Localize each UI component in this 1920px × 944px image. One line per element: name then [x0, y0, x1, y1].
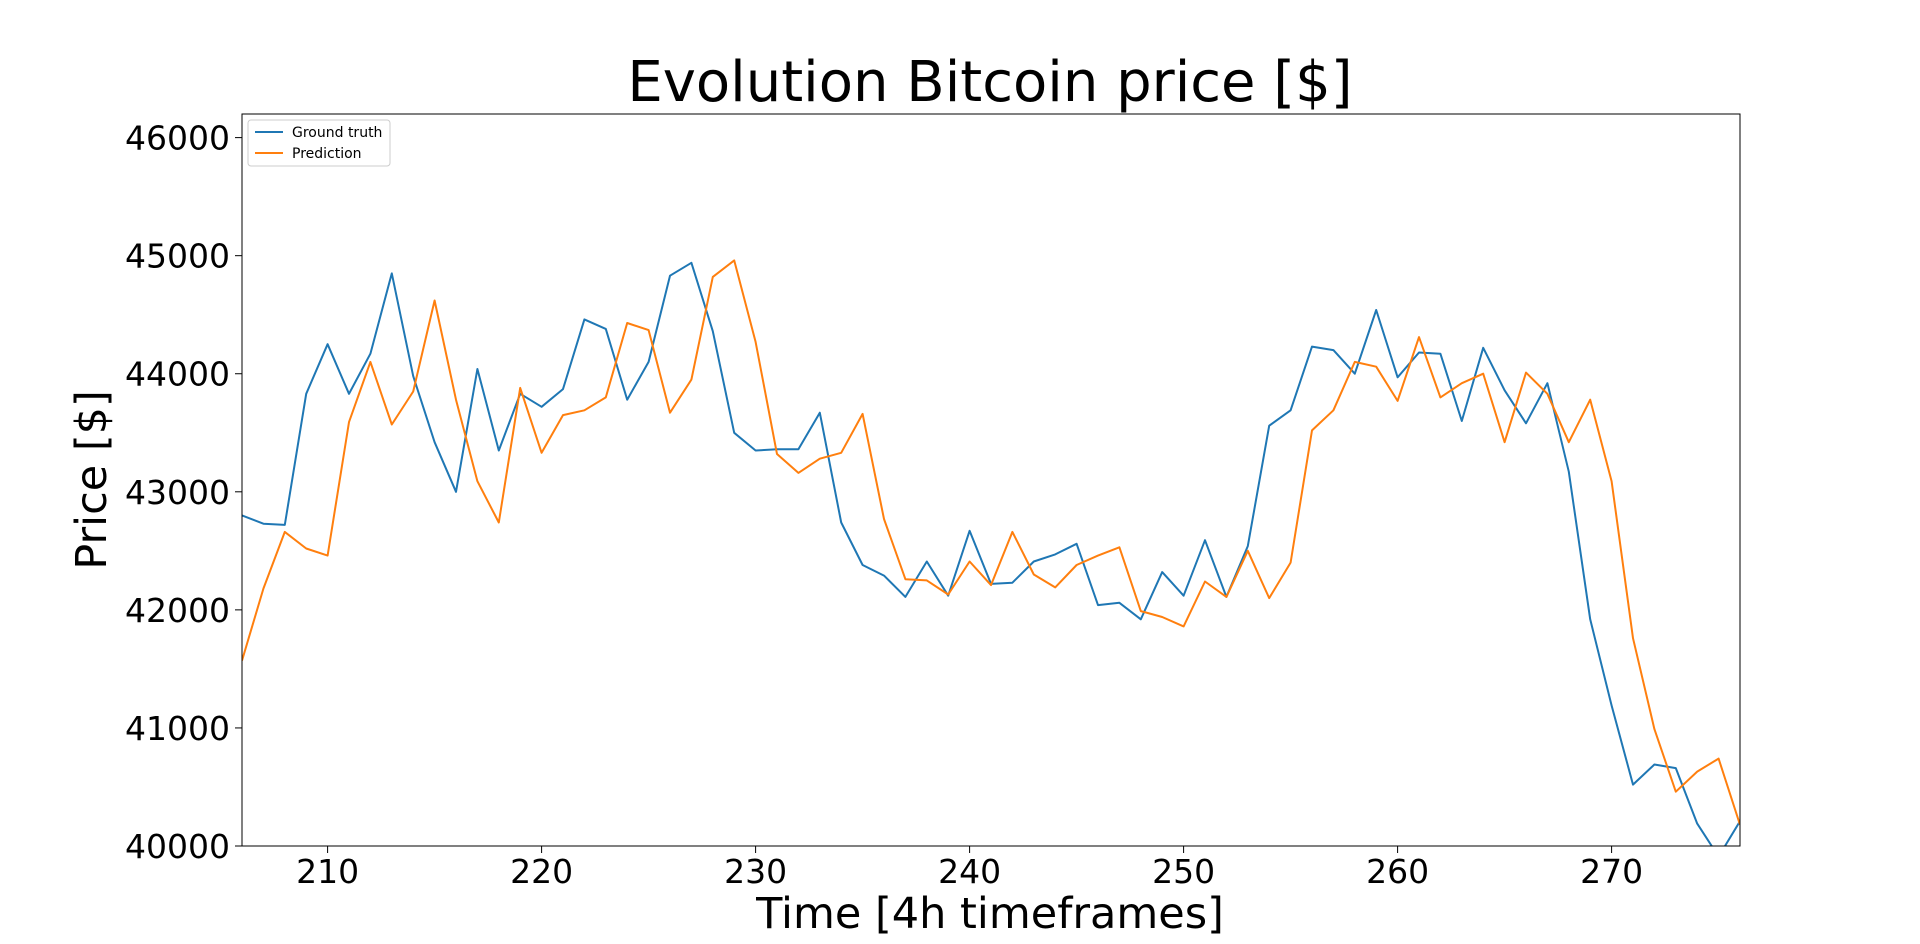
y-tick-label: 41000: [125, 709, 230, 748]
x-tick-label: 230: [724, 852, 787, 891]
x-tick-label: 240: [938, 852, 1001, 891]
y-tick-label: 43000: [125, 473, 230, 512]
legend-frame: [247, 119, 391, 167]
plot-frame: [241, 113, 1741, 847]
x-tick-label: 220: [510, 852, 573, 891]
legend-label-ground-truth: Ground truth: [292, 125, 382, 141]
y-axis-label: Price [$]: [67, 390, 117, 569]
y-axis: 40000 41000 42000 43000 44000 45000 46000: [125, 119, 242, 866]
legend: Ground truth Prediction: [247, 119, 391, 167]
y-tick-label: 42000: [125, 591, 230, 630]
x-tick-label: 270: [1580, 852, 1643, 891]
series-line-prediction: [242, 259, 1740, 826]
x-tick-label: 250: [1152, 852, 1215, 891]
chart-title: Evolution Bitcoin price [$]: [627, 50, 1352, 115]
x-tick-label: 210: [296, 852, 359, 891]
y-tick-label: 46000: [125, 119, 230, 158]
x-axis: 210 220 230 240 250 260 270: [296, 846, 1643, 891]
y-tick-label: 44000: [125, 355, 230, 394]
plot-series: [242, 259, 1740, 846]
y-tick-label: 45000: [125, 237, 230, 276]
x-axis-label: Time [4h timeframes]: [755, 889, 1224, 939]
x-tick-label: 260: [1366, 852, 1429, 891]
y-tick-label: 40000: [125, 827, 230, 866]
legend-label-prediction: Prediction: [292, 146, 362, 162]
